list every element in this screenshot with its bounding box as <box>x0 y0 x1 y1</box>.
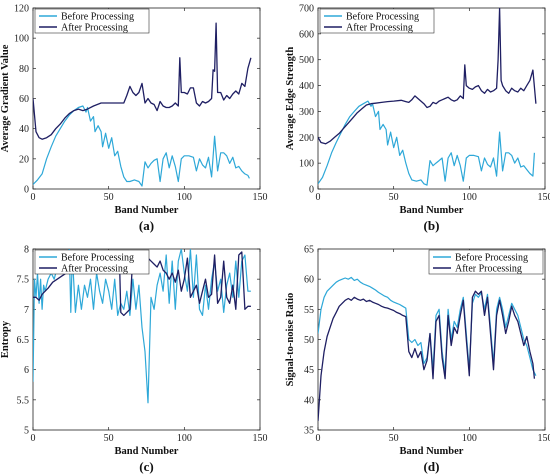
x-axis-label: Band Number <box>400 446 464 457</box>
y-tick-label: 55 <box>304 305 314 316</box>
x-tick-label: 100 <box>462 192 477 203</box>
panel-label: (c) <box>139 459 153 474</box>
x-tick-label: 100 <box>462 433 477 444</box>
y-tick-label: 0 <box>309 185 314 196</box>
x-tick-label: 0 <box>316 192 321 203</box>
y-tick-label: 20 <box>19 154 29 165</box>
y-tick-label: 65 <box>304 245 314 256</box>
legend-label: After Processing <box>61 23 128 34</box>
x-tick-label: 150 <box>253 433 268 444</box>
legend-box <box>34 8 150 34</box>
legend-label: After Processing <box>455 264 522 275</box>
chart-panel-1: 0 50 100 150 0 20 40 60 80 100 120 Before Processin… <box>0 4 268 234</box>
x-tick-label: 0 <box>31 433 36 444</box>
y-tick-label: 700 <box>299 4 314 15</box>
series-line-after-processing <box>33 22 252 140</box>
plot-area <box>317 7 546 190</box>
y-tick-label: 200 <box>299 133 314 144</box>
plot-area <box>32 248 261 431</box>
y-tick-label: 7 <box>24 305 29 316</box>
y-tick-label: 7.5 <box>17 275 30 286</box>
x-tick-label: 150 <box>538 192 550 203</box>
y-axis-label: Average Edge Strength <box>285 47 296 151</box>
x-tick-label: 0 <box>31 192 36 203</box>
y-tick-label: 60 <box>19 94 29 105</box>
y-tick-label: 300 <box>299 107 314 118</box>
plot-area <box>317 248 546 431</box>
legend-label: Before Processing <box>455 253 528 264</box>
legend-label: After Processing <box>346 23 413 34</box>
x-tick-label: 50 <box>389 192 399 203</box>
y-tick-label: 40 <box>19 124 29 135</box>
panel-label: (d) <box>424 459 440 474</box>
legend-label: Before Processing <box>346 12 419 23</box>
panel-label: (b) <box>424 218 440 233</box>
x-tick-label: 100 <box>177 192 192 203</box>
chart-panel-4: 0 50 100 150 35 40 45 50 55 60 65 Before Processing… <box>285 245 550 475</box>
x-axis-label: Band Number <box>115 446 179 457</box>
y-tick-label: 45 <box>304 365 314 376</box>
series-line-before-processing <box>33 105 250 187</box>
panel-label: (a) <box>139 218 154 233</box>
y-axis-label: Signal-to-noise Ratio <box>285 293 296 387</box>
y-tick-label: 500 <box>299 55 314 66</box>
y-tick-label: 6.5 <box>17 335 30 346</box>
y-tick-label: 100 <box>14 34 29 45</box>
y-tick-label: 60 <box>304 275 314 286</box>
legend-label: Before Processing <box>61 12 134 23</box>
y-tick-label: 50 <box>304 335 314 346</box>
legend-label: Before Processing <box>61 253 134 264</box>
x-tick-label: 50 <box>104 192 114 203</box>
legend-box <box>319 8 435 34</box>
x-tick-label: 150 <box>538 433 550 444</box>
x-tick-label: 150 <box>253 192 268 203</box>
y-axis-label: Average Gradient Value <box>0 44 11 152</box>
series-line-after-processing <box>318 290 536 421</box>
y-tick-label: 120 <box>14 4 29 15</box>
y-tick-label: 6 <box>24 365 29 376</box>
x-axis-label: Band Number <box>115 205 179 216</box>
y-tick-label: 400 <box>299 81 314 92</box>
x-tick-label: 50 <box>389 433 399 444</box>
y-tick-label: 600 <box>299 29 314 40</box>
x-tick-label: 0 <box>316 433 321 444</box>
y-tick-label: 0 <box>24 185 29 196</box>
y-axis-label: Entropy <box>0 320 11 358</box>
y-tick-label: 8 <box>24 245 29 256</box>
legend-label: After Processing <box>61 264 128 275</box>
y-tick-label: 5.5 <box>17 395 30 406</box>
x-tick-label: 50 <box>104 433 114 444</box>
legend-box <box>34 249 150 275</box>
y-tick-label: 100 <box>299 159 314 170</box>
x-tick-label: 100 <box>177 433 192 444</box>
chart-panel-2: 0 50 100 150 0 100 200 300 400 500 600 700 Before Pr… <box>285 4 550 234</box>
y-tick-label: 40 <box>304 395 314 406</box>
y-tick-label: 35 <box>304 426 314 437</box>
series-line-before-processing <box>318 100 535 186</box>
y-tick-label: 5 <box>24 426 29 437</box>
legend-box <box>428 249 544 275</box>
plot-area <box>32 7 261 190</box>
series-line-after-processing <box>318 8 537 145</box>
x-axis-label: Band Number <box>400 205 464 216</box>
y-tick-label: 80 <box>19 64 29 75</box>
chart-panel-3: 0 50 100 150 5 5.5 6 6.5 7 7.5 8 Before ProcessingA… <box>0 245 268 475</box>
